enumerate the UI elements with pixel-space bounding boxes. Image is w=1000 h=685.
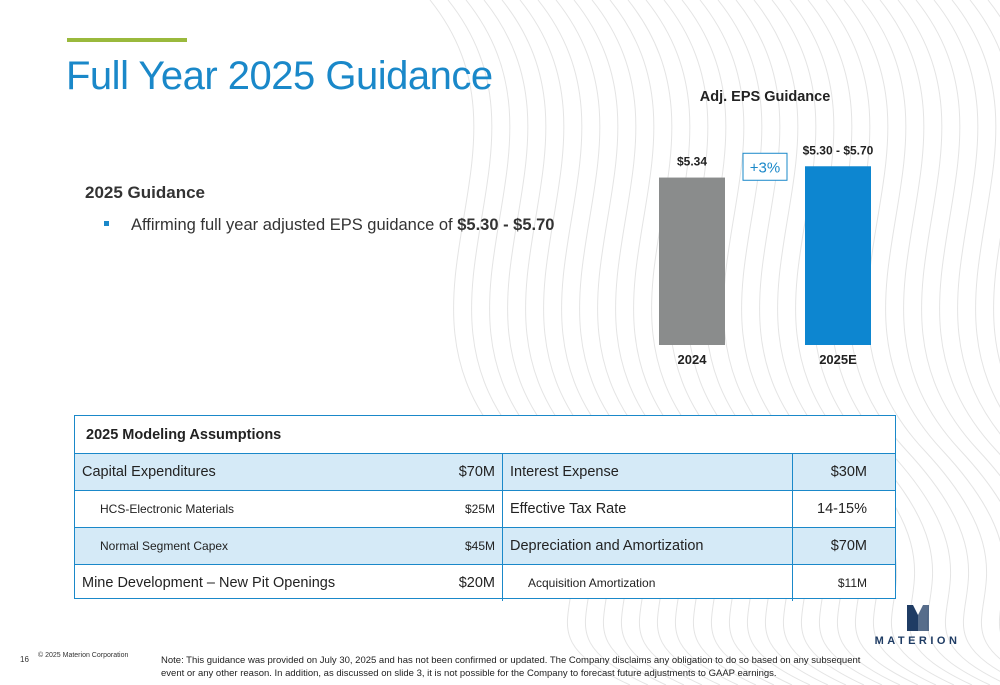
table-cell-sublabel: Acquisition Amortization xyxy=(503,565,793,601)
table-cell-label: Mine Development – New Pit Openings xyxy=(82,575,336,591)
bullet-square-icon xyxy=(104,221,109,226)
bar-2025E xyxy=(805,166,871,345)
table-row: Normal Segment Capex $45M Depreciation a… xyxy=(75,528,895,565)
guidance-bullet-text: Affirming full year adjusted EPS guidanc… xyxy=(131,216,554,235)
guidance-bullet-value: $5.30 - $5.70 xyxy=(457,216,555,234)
copyright-text: © 2025 Materion Corporation xyxy=(38,652,129,659)
decorative-wave-line xyxy=(825,0,1000,672)
table-cell-label: Effective Tax Rate xyxy=(503,491,793,527)
decorative-wave-line xyxy=(951,0,1000,408)
eps-chart-svg: Adj. EPS Guidance $5.34 2024 $5.30 - $5.70… xyxy=(659,89,874,367)
table-cell-sublabel: HCS-Electronic Materials xyxy=(100,502,235,516)
decorative-wave-line xyxy=(987,0,1000,18)
table-cell-label: Interest Expense xyxy=(503,454,793,490)
table-cell-value: $70M xyxy=(399,454,503,490)
page-number: 16 xyxy=(20,655,29,664)
table-cell-value: 14-15% xyxy=(817,501,867,517)
growth-callout-box xyxy=(742,152,788,181)
decorative-wave-line xyxy=(969,0,1000,365)
modeling-assumptions-table: 2025 Modeling Assumptions Capital Expend… xyxy=(74,415,896,601)
decorative-wave-line xyxy=(933,0,1000,435)
table-cell-sublabel: Normal Segment Capex xyxy=(75,528,399,564)
bar-value-label: $5.34 xyxy=(677,155,707,169)
eps-guidance-chart: Adj. EPS Guidance $5.34 2024 $5.30 - $5.70… xyxy=(620,80,920,380)
footnote: Note: This guidance was provided on July… xyxy=(161,655,861,679)
logo-wordmark: MATERION xyxy=(874,635,961,647)
decorative-wave-line xyxy=(897,0,1000,477)
table-row: HCS-Electronic Materials $25M Effective … xyxy=(75,491,895,528)
bar-2024 xyxy=(659,177,725,345)
table-cell-value: $20M xyxy=(399,565,503,601)
table-cell-subvalue: $11M xyxy=(837,576,867,590)
x-axis-category-label: 2024 xyxy=(678,352,708,367)
materion-logo-icon xyxy=(907,605,929,631)
title-accent-bar xyxy=(67,38,187,42)
page-title: Full Year 2025 Guidance xyxy=(66,54,493,98)
table-cell-label: Capital Expenditures xyxy=(75,454,399,490)
decorative-wave-line xyxy=(843,0,1000,660)
table-cell-subvalue: $45M xyxy=(399,528,503,564)
chart-title: Adj. EPS Guidance xyxy=(700,89,831,105)
table-cell-value: $30M xyxy=(793,454,895,490)
table-cell-value: $70M xyxy=(793,528,895,564)
guidance-bullet: Affirming full year adjusted EPS guidanc… xyxy=(104,216,554,235)
materion-logo: MATERION xyxy=(870,605,965,650)
table-row: Mine Development – New Pit Openings $20M… xyxy=(75,565,895,601)
table-row: Capital Expenditures $70M Interest Expen… xyxy=(75,454,895,491)
decorative-wave-line xyxy=(879,0,1000,503)
table-cell-label: Depreciation and Amortization xyxy=(503,528,793,564)
decorative-wave-line xyxy=(915,0,1000,456)
guidance-bullet-label: Affirming full year adjusted EPS guidanc… xyxy=(131,216,458,234)
assumptions-title: 2025 Modeling Assumptions xyxy=(75,416,895,454)
x-axis-category-label: 2025E xyxy=(819,352,857,367)
growth-callout-label: +3% xyxy=(750,159,780,176)
bar-value-label: $5.30 - $5.70 xyxy=(803,143,874,157)
table-cell-subvalue: $25M xyxy=(399,491,503,527)
guidance-heading: 2025 Guidance xyxy=(85,183,206,202)
